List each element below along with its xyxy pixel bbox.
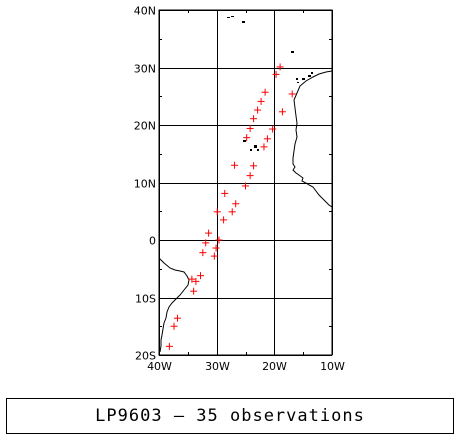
- azores-islands: [227, 16, 245, 23]
- lon-label: 20W: [262, 360, 287, 373]
- observation-marker: [231, 161, 239, 169]
- observation-marker: [288, 90, 296, 98]
- observation-marker: [250, 115, 258, 123]
- observation-marker: [197, 272, 205, 280]
- observation-marker: [202, 239, 210, 247]
- observation-marker: [188, 275, 196, 283]
- lat-label: 10S: [135, 293, 156, 306]
- observation-marker: [269, 125, 277, 133]
- observation-marker: [221, 189, 229, 197]
- lat-label: 0: [149, 235, 156, 248]
- observation-marker: [232, 200, 240, 208]
- observation-marker: [278, 108, 286, 116]
- observation-marker: [192, 277, 200, 285]
- observation-marker: [272, 70, 280, 78]
- observation-markers: [165, 63, 296, 350]
- minor-ticks: [159, 10, 332, 355]
- observation-marker: [246, 172, 254, 180]
- coastlines: [159, 16, 332, 353]
- observation-map: 40N 30N 20N 10N 0 10S 20S 40W 30W 20W 10W: [134, 5, 345, 374]
- observation-marker: [220, 216, 228, 224]
- observation-marker: [242, 182, 249, 190]
- madeira-islands: [291, 51, 294, 53]
- observation-marker: [170, 322, 178, 330]
- observation-marker: [190, 287, 198, 295]
- lon-label: 10W: [320, 360, 345, 373]
- caption-box: LP9603 — 35 observations: [6, 398, 454, 434]
- canary-islands: [296, 72, 313, 83]
- lat-label: 30N: [134, 63, 156, 76]
- observation-marker: [260, 143, 268, 151]
- lon-label: 40W: [147, 360, 172, 373]
- observation-marker: [263, 135, 271, 143]
- observation-marker: [205, 229, 213, 237]
- latitude-labels: 40N 30N 20N 10N 0 10S 20S: [134, 5, 156, 363]
- observation-marker: [213, 208, 221, 216]
- lat-label: 10N: [134, 178, 156, 191]
- observation-marker: [212, 244, 220, 252]
- lon-label: 30W: [205, 360, 230, 373]
- caption: LP9603 — 35 observations: [95, 406, 365, 426]
- cape-verde-islands: [243, 140, 259, 151]
- lat-label: 20S: [135, 350, 156, 363]
- map-frame: [158, 9, 333, 356]
- observation-marker: [215, 236, 223, 244]
- lat-label: 40N: [134, 5, 156, 18]
- observation-marker: [173, 314, 181, 322]
- lat-label: 20N: [134, 120, 156, 133]
- longitude-labels: 40W 30W 20W 10W: [147, 360, 345, 373]
- observation-marker: [165, 342, 173, 350]
- observation-marker: [246, 124, 254, 132]
- observation-marker: [254, 106, 262, 114]
- observation-marker: [261, 88, 269, 96]
- observation-marker: [257, 97, 265, 105]
- observation-marker: [276, 63, 284, 71]
- africa-coastline: [292, 70, 332, 208]
- south-america-coastline: [159, 257, 190, 353]
- observation-marker: [210, 252, 218, 260]
- observation-marker: [199, 249, 207, 257]
- observation-marker: [250, 162, 258, 170]
- observation-marker: [228, 208, 236, 216]
- observation-marker: [243, 134, 251, 142]
